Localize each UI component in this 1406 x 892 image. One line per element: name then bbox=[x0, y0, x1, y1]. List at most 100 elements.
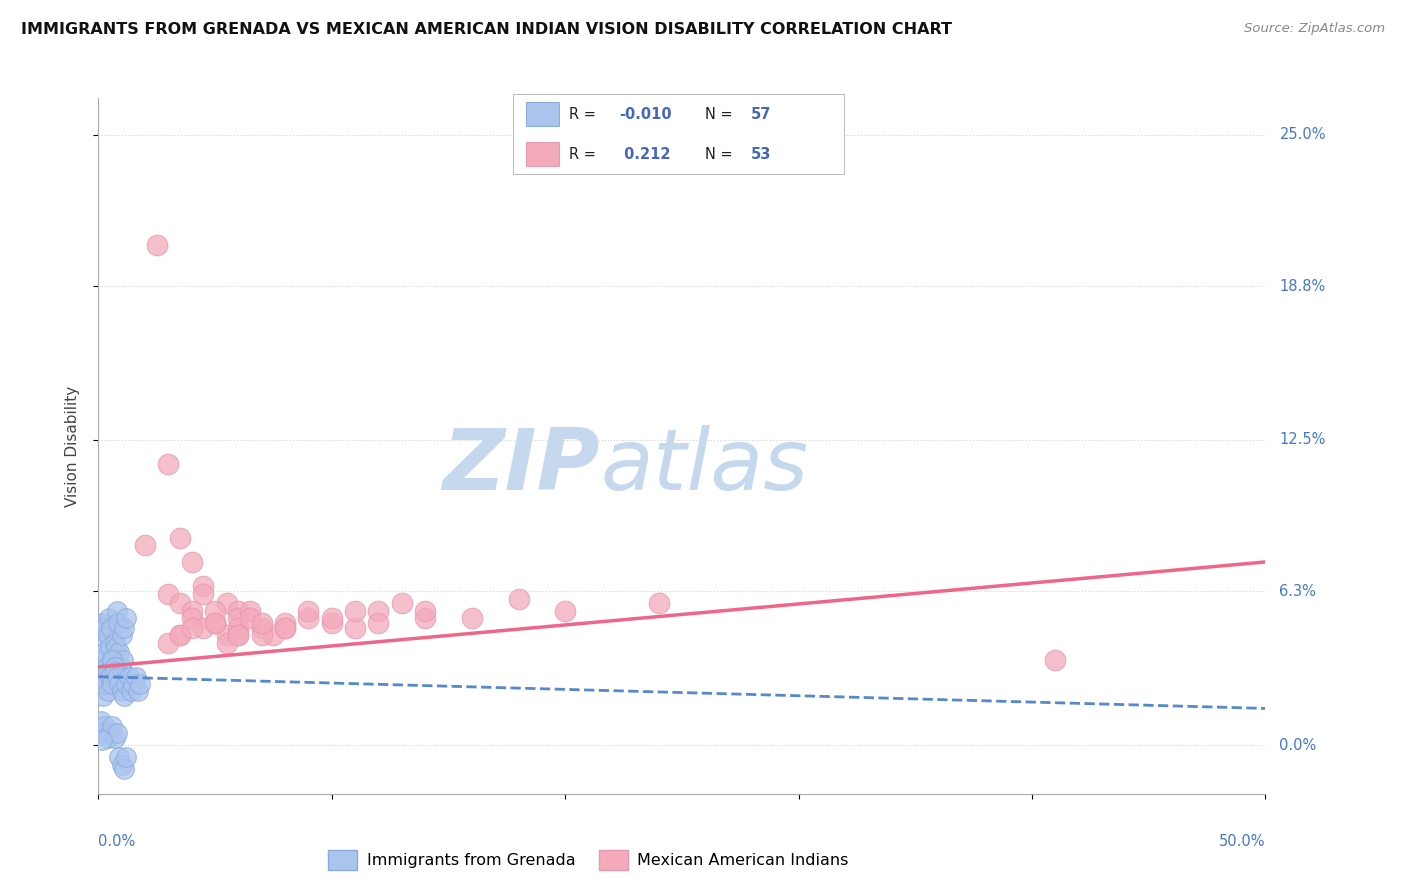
Point bbox=[157, 635, 180, 649]
Point bbox=[125, 670, 148, 684]
Point bbox=[204, 604, 226, 618]
Point bbox=[108, 645, 131, 659]
Point bbox=[111, 757, 134, 772]
Point bbox=[105, 604, 128, 618]
Point bbox=[90, 714, 112, 728]
Bar bbox=[526, 142, 560, 166]
Point bbox=[104, 660, 127, 674]
Point bbox=[98, 640, 121, 655]
Point bbox=[367, 615, 389, 630]
Point bbox=[115, 750, 138, 764]
Point bbox=[98, 670, 121, 684]
Point bbox=[101, 652, 124, 666]
Text: ZIP: ZIP bbox=[443, 425, 600, 508]
Point bbox=[122, 677, 145, 691]
Point bbox=[228, 611, 250, 625]
Point bbox=[112, 621, 135, 635]
Text: 18.8%: 18.8% bbox=[1279, 278, 1326, 293]
Point bbox=[94, 645, 117, 659]
Point bbox=[262, 628, 284, 642]
Text: 0.0%: 0.0% bbox=[98, 834, 135, 849]
Point bbox=[554, 604, 576, 618]
Point bbox=[169, 597, 191, 611]
Point bbox=[228, 628, 250, 642]
Text: 0.212: 0.212 bbox=[619, 147, 671, 161]
Point bbox=[157, 458, 180, 472]
Point bbox=[104, 731, 127, 745]
Text: 25.0%: 25.0% bbox=[1279, 128, 1326, 142]
Point bbox=[100, 621, 122, 635]
Point bbox=[91, 726, 114, 740]
Point bbox=[250, 621, 273, 635]
Point bbox=[274, 621, 297, 635]
Point bbox=[239, 604, 262, 618]
Point bbox=[108, 750, 131, 764]
Text: N =: N = bbox=[704, 147, 737, 161]
Point bbox=[367, 604, 389, 618]
Point bbox=[169, 531, 191, 545]
Point bbox=[180, 555, 202, 569]
Point bbox=[169, 628, 191, 642]
Point bbox=[97, 665, 120, 679]
Point bbox=[103, 665, 125, 679]
Legend: Immigrants from Grenada, Mexican American Indians: Immigrants from Grenada, Mexican America… bbox=[322, 844, 855, 876]
Point bbox=[157, 587, 180, 601]
Text: 6.3%: 6.3% bbox=[1279, 583, 1316, 599]
Bar bbox=[526, 102, 560, 126]
Point bbox=[413, 604, 436, 618]
Point bbox=[1045, 652, 1067, 666]
Text: R =: R = bbox=[569, 107, 600, 121]
Point bbox=[94, 718, 117, 732]
Point bbox=[228, 604, 250, 618]
Point bbox=[107, 615, 129, 630]
Point bbox=[146, 237, 169, 252]
Point bbox=[101, 652, 124, 666]
Point bbox=[215, 628, 238, 642]
Text: R =: R = bbox=[569, 147, 600, 161]
Point bbox=[110, 660, 132, 674]
Point bbox=[115, 677, 138, 691]
Point bbox=[204, 615, 226, 630]
Point bbox=[120, 684, 142, 698]
Point bbox=[104, 665, 127, 679]
Point bbox=[118, 670, 141, 684]
Point bbox=[215, 635, 238, 649]
Point bbox=[250, 615, 273, 630]
Point bbox=[239, 611, 262, 625]
Point bbox=[90, 733, 112, 747]
Text: IMMIGRANTS FROM GRENADA VS MEXICAN AMERICAN INDIAN VISION DISABILITY CORRELATION: IMMIGRANTS FROM GRENADA VS MEXICAN AMERI… bbox=[21, 22, 952, 37]
Text: 12.5%: 12.5% bbox=[1279, 433, 1326, 448]
Point bbox=[90, 652, 112, 666]
Point bbox=[274, 615, 297, 630]
Point bbox=[193, 587, 215, 601]
Point bbox=[112, 690, 135, 704]
Point bbox=[228, 628, 250, 642]
Point bbox=[180, 621, 202, 635]
Point bbox=[297, 611, 319, 625]
Text: 0.0%: 0.0% bbox=[1279, 738, 1316, 753]
Point bbox=[321, 615, 343, 630]
Point bbox=[111, 684, 134, 698]
Point bbox=[91, 635, 114, 649]
Point bbox=[321, 611, 343, 625]
Point bbox=[111, 652, 134, 666]
Text: 50.0%: 50.0% bbox=[1219, 834, 1265, 849]
Point bbox=[180, 611, 202, 625]
Point bbox=[97, 611, 120, 625]
Point bbox=[204, 615, 226, 630]
Point bbox=[297, 604, 319, 618]
Point bbox=[508, 591, 530, 606]
Point bbox=[105, 670, 128, 684]
Point bbox=[93, 621, 115, 635]
Point bbox=[391, 597, 413, 611]
Point bbox=[461, 611, 484, 625]
Point bbox=[250, 628, 273, 642]
Point bbox=[180, 604, 202, 618]
Point bbox=[97, 731, 120, 745]
Point bbox=[129, 677, 152, 691]
Point bbox=[344, 604, 367, 618]
Text: -0.010: -0.010 bbox=[619, 107, 672, 121]
Point bbox=[104, 635, 127, 649]
Point bbox=[193, 621, 215, 635]
Point bbox=[101, 677, 124, 691]
